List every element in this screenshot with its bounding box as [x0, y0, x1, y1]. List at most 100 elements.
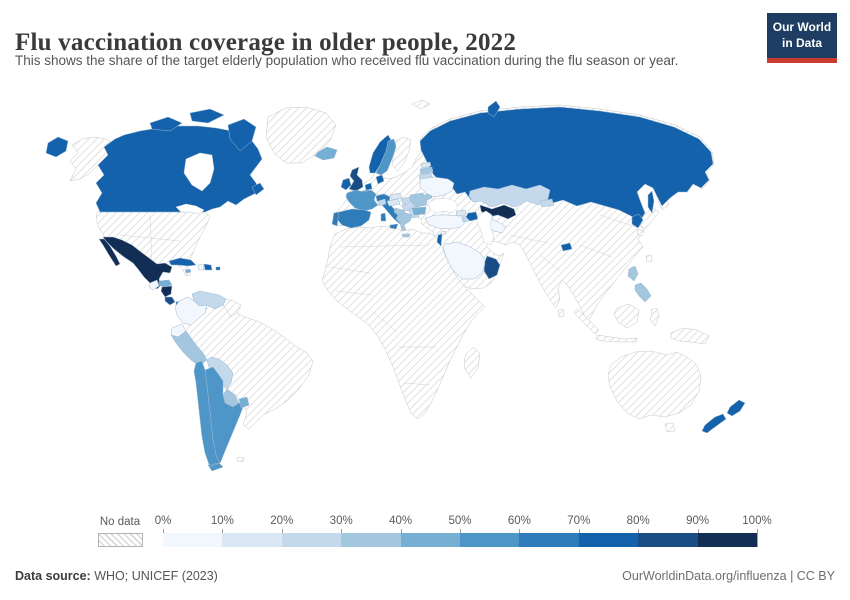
country-colombia[interactable] [174, 296, 208, 326]
country-canada[interactable] [149, 108, 265, 196]
legend-tick-label: 80% [626, 515, 650, 527]
country-taiwan[interactable] [645, 254, 653, 263]
country-mexico[interactable] [98, 236, 173, 290]
country-sri-lanka[interactable] [557, 308, 565, 318]
country-puerto-rico[interactable] [215, 266, 221, 271]
legend-tick-label: 40% [389, 515, 413, 527]
legend-tick-label: 30% [329, 515, 353, 527]
country-guatemala[interactable] [148, 279, 160, 291]
data-source-label: Data source: [15, 569, 91, 583]
island-sulawesi[interactable] [649, 307, 660, 327]
island-new-guinea[interactable] [670, 327, 710, 345]
legend-tick-label: 10% [210, 515, 234, 527]
legend-bin-70-80%[interactable] [578, 533, 639, 547]
country-spain[interactable] [336, 208, 372, 229]
country-kazakhstan[interactable] [468, 184, 551, 208]
country-czechia[interactable] [389, 192, 403, 201]
legend-bin-50-60%[interactable] [460, 533, 520, 547]
country-turkey[interactable] [424, 214, 467, 230]
country-georgia[interactable] [455, 209, 467, 217]
hudson-bay [183, 152, 215, 192]
country-cyprus[interactable] [440, 230, 447, 235]
country-iceland[interactable] [314, 146, 338, 161]
country-portugal[interactable] [331, 211, 340, 227]
country-latvia[interactable] [419, 166, 434, 175]
country-new-zealand[interactable] [701, 399, 746, 434]
legend-bin-30-40%[interactable] [341, 533, 401, 547]
country-russia[interactable] [45, 100, 655, 214]
chart-subtitle: This shows the share of the target elder… [15, 53, 679, 68]
country-saudi-arabia[interactable] [442, 241, 487, 280]
country-madagascar[interactable] [463, 346, 481, 379]
country-romania[interactable] [409, 192, 429, 208]
country-costa-rica[interactable] [164, 296, 176, 306]
legend-bin-10-20%[interactable] [222, 533, 282, 547]
world-choropleth-map [45, 99, 746, 472]
legend-tick-label: 50% [448, 515, 472, 527]
country-philippines[interactable] [627, 265, 652, 303]
legend-bin-90-100%[interactable] [697, 533, 758, 547]
legend-bin-60-70%[interactable] [519, 533, 579, 547]
country-ireland[interactable] [340, 177, 352, 191]
continent-africa[interactable] [321, 225, 486, 420]
legend-bin-40-50%[interactable] [400, 533, 461, 547]
island-java[interactable] [595, 334, 638, 343]
country-finland[interactable] [391, 136, 412, 172]
legend-bin-0-10%[interactable] [163, 533, 223, 547]
legend-bin-80-90%[interactable] [638, 533, 698, 547]
data-source-value: WHO; UNICEF (2023) [90, 569, 218, 583]
owid-logo-box: Our World in Data [767, 13, 837, 59]
island-sumatra[interactable] [573, 308, 600, 335]
great-lakes [175, 203, 205, 215]
country-united-kingdom[interactable] [348, 166, 364, 192]
owid-logo[interactable]: Our World in Data [767, 13, 837, 64]
country-australia[interactable] [607, 350, 702, 420]
credit-link[interactable]: OurWorldinData.org/influenza | CC BY [622, 569, 835, 583]
owid-logo-line2: in Data [781, 35, 822, 50]
country-estonia[interactable] [420, 161, 432, 169]
country-israel[interactable] [436, 233, 443, 247]
page-title: Flu vaccination coverage in older people… [15, 28, 517, 56]
country-argentina[interactable] [204, 366, 244, 464]
country-uruguay[interactable] [238, 396, 250, 409]
legend-tick-label: 90% [686, 515, 710, 527]
country-sweden[interactable] [375, 138, 397, 176]
country-bhutan[interactable] [560, 242, 573, 252]
country-cuba[interactable] [168, 257, 197, 267]
country-dominican-republic[interactable] [203, 263, 213, 271]
legend-tick-label: 100% [742, 515, 772, 527]
caspian-sea [476, 210, 495, 246]
country-peru[interactable] [170, 330, 208, 367]
country-switzerland[interactable] [377, 198, 387, 207]
island-borneo[interactable] [613, 303, 640, 329]
country-haiti[interactable] [197, 263, 205, 271]
country-france[interactable] [345, 189, 379, 212]
legend-bin-20-30%[interactable] [281, 533, 342, 547]
country-azerbaijan[interactable] [465, 211, 479, 222]
legend-no-data-swatch[interactable] [98, 533, 143, 547]
legend-tick-mark [757, 529, 758, 547]
island-tasmania[interactable] [664, 422, 676, 433]
country-oman[interactable] [483, 255, 501, 280]
legend-tick-label: 70% [567, 515, 591, 527]
country-nicaragua[interactable] [160, 285, 173, 298]
country-south-korea[interactable] [631, 213, 644, 229]
legend-tick-label: 20% [270, 515, 294, 527]
country-greece[interactable] [395, 212, 413, 238]
country-bulgaria[interactable] [411, 206, 427, 216]
legend-ticks: 0% 10% 20% 30% 40% 50% 60% 70% 80% 90% 100% [155, 515, 772, 530]
legend-no-data-label: No data [99, 516, 141, 528]
islands-svalbard[interactable] [411, 99, 431, 110]
country-kyrgyzstan[interactable] [539, 198, 555, 208]
country-honduras[interactable] [158, 279, 173, 288]
legend-tick-label: 0% [154, 515, 172, 527]
islands-falkland[interactable] [236, 456, 245, 463]
country-jamaica[interactable] [184, 268, 192, 274]
internal-borders [119, 214, 637, 386]
country-netherlands[interactable] [364, 182, 373, 191]
data-source-note: Data source: WHO; UNICEF (2023) [15, 569, 218, 583]
country-ukraine[interactable] [419, 176, 455, 198]
country-greenland[interactable] [265, 106, 337, 164]
country-denmark[interactable] [375, 174, 385, 185]
